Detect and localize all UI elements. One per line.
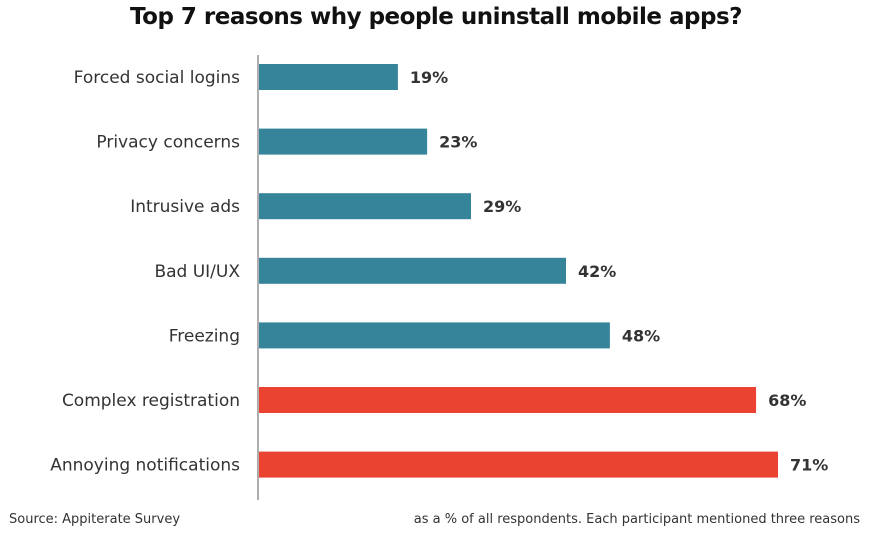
bar-1 [259, 128, 428, 155]
chart-title: Top 7 reasons why people uninstall mobil… [130, 4, 742, 30]
category-label-1: Privacy concerns [96, 133, 240, 153]
value-label-5: 68% [768, 391, 806, 410]
value-label-0: 19% [410, 68, 448, 87]
source-note: Source: Appiterate Survey [9, 512, 181, 527]
methodology-note: as a % of all respondents. Each particip… [413, 512, 860, 527]
category-label-6: Annoying notifications [50, 456, 240, 476]
category-label-5: Complex registration [62, 391, 240, 411]
bar-0 [259, 64, 398, 90]
value-label-6: 71% [790, 456, 828, 475]
bar-4 [259, 322, 610, 349]
value-label-1: 23% [439, 133, 477, 152]
value-label-4: 48% [622, 326, 660, 345]
category-label-3: Bad UI/UX [154, 262, 240, 282]
category-label-4: Freezing [169, 326, 240, 346]
bar-3 [259, 257, 567, 284]
value-label-3: 42% [578, 262, 616, 281]
category-label-2: Intrusive ads [130, 197, 240, 217]
bar-5 [259, 387, 757, 413]
bars-layer: Forced social logins 19% Privacy concerns 2… [50, 64, 828, 478]
bar-6 [259, 451, 778, 478]
category-label-0: Forced social logins [74, 68, 240, 88]
bar-2 [259, 193, 471, 220]
value-label-2: 29% [483, 197, 521, 216]
